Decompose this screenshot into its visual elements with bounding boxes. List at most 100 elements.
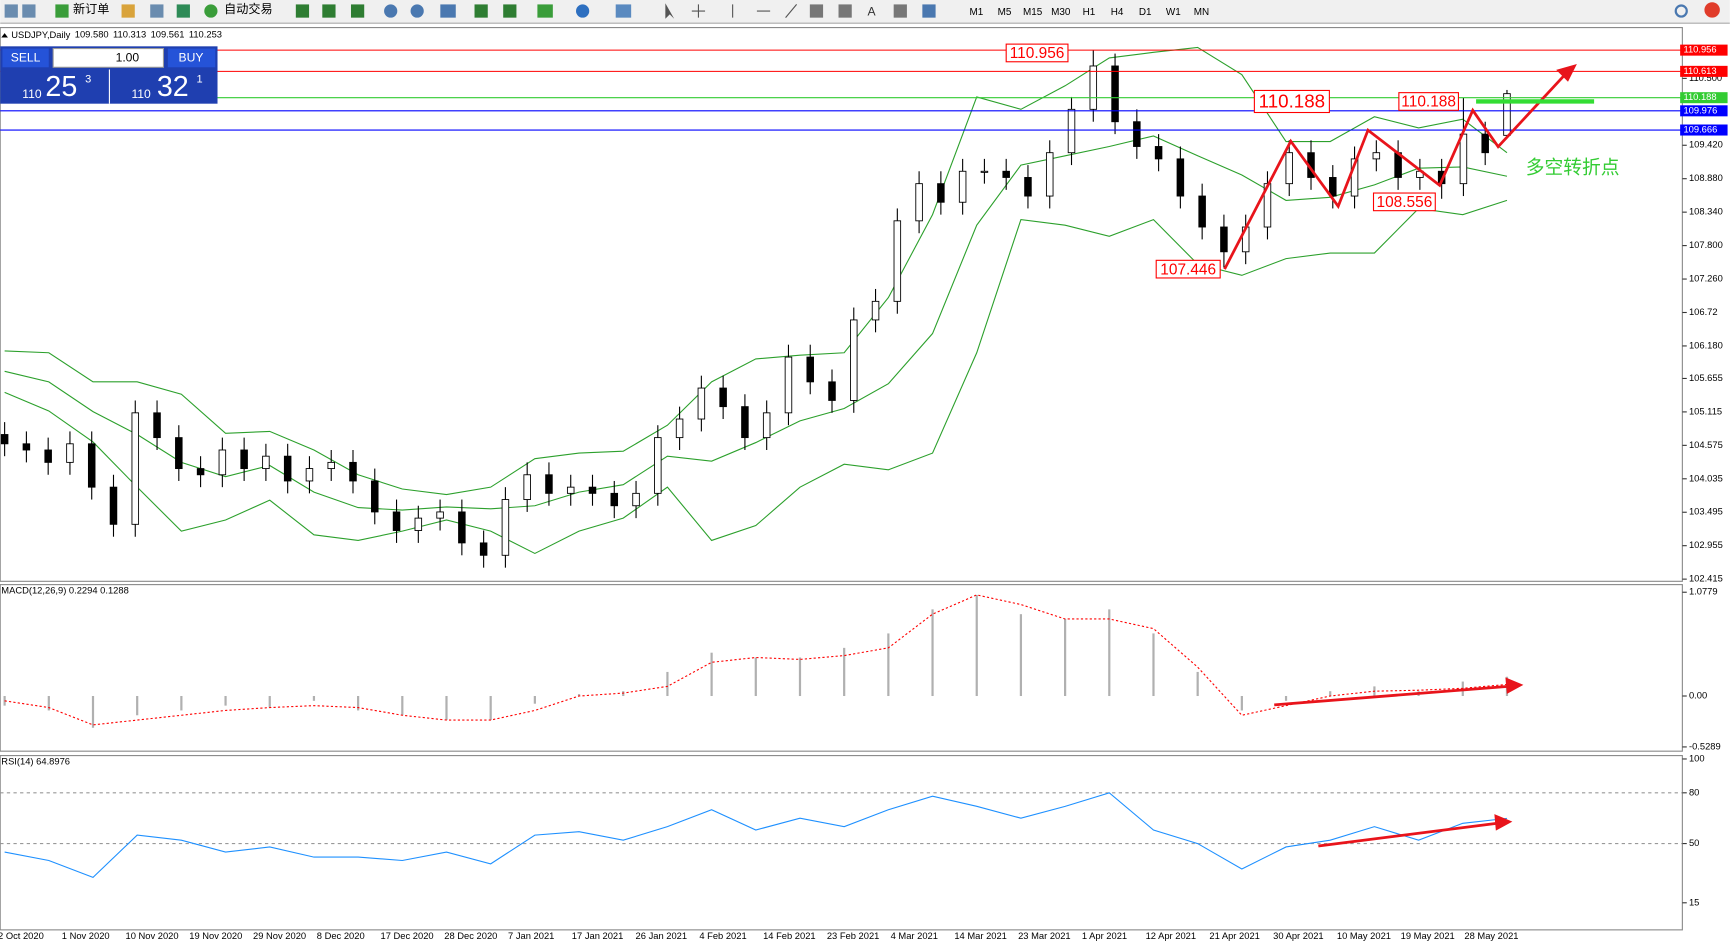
icon[interactable] xyxy=(809,4,824,18)
candle-body xyxy=(1459,133,1468,185)
annotation: 多空转折点 xyxy=(1526,157,1620,178)
lot-value[interactable]: 1.00 xyxy=(116,51,140,65)
macd-bar xyxy=(533,696,536,704)
icon[interactable] xyxy=(350,4,365,18)
y-tick-label: 80 xyxy=(1689,787,1699,797)
candle-body xyxy=(784,356,793,414)
timeframe-button[interactable]: H4 xyxy=(1111,7,1124,18)
icon[interactable] xyxy=(893,4,907,18)
candle-body xyxy=(305,468,314,482)
lot-input[interactable] xyxy=(52,47,165,68)
icon[interactable] xyxy=(22,4,36,18)
sell-label[interactable]: SELL xyxy=(11,51,41,65)
icon[interactable] xyxy=(922,4,936,18)
y-tick-label: 105.655 xyxy=(1689,373,1723,383)
icon[interactable] xyxy=(537,4,553,18)
icon[interactable] xyxy=(204,4,218,18)
icon[interactable] xyxy=(440,4,456,18)
candle-body xyxy=(1176,158,1185,197)
macd-bar xyxy=(401,696,404,716)
pane-title: USDJPY,Daily 109.580 110.313 109.561 110.253 xyxy=(11,30,222,40)
arrow-head xyxy=(1505,677,1524,694)
price-level-box xyxy=(1680,124,1728,136)
x-tick-label: 1 Nov 2020 xyxy=(62,931,110,941)
icon[interactable] xyxy=(121,4,135,18)
icon[interactable] xyxy=(732,4,798,19)
y-tick-label: 107.260 xyxy=(1689,274,1723,284)
search-icon[interactable] xyxy=(1674,4,1688,18)
icon[interactable] xyxy=(474,4,488,18)
icon[interactable] xyxy=(4,4,18,18)
icon[interactable] xyxy=(176,4,190,18)
timeframe-button[interactable]: M30 xyxy=(1051,7,1071,18)
timeframe-button[interactable]: M15 xyxy=(1023,7,1043,18)
x-tick-label: 17 Dec 2020 xyxy=(381,931,434,941)
icon[interactable] xyxy=(295,4,310,18)
y-tick-label: 107.800 xyxy=(1689,240,1723,250)
candle-body xyxy=(1133,121,1141,147)
sell-button[interactable] xyxy=(2,48,49,68)
icon[interactable] xyxy=(55,4,69,18)
timeframe-button[interactable]: D1 xyxy=(1139,7,1152,18)
timeframe-button[interactable]: H1 xyxy=(1083,7,1096,18)
candle-body xyxy=(479,542,488,556)
icon[interactable] xyxy=(410,4,424,18)
candle-body xyxy=(893,220,902,302)
bollinger-middle xyxy=(4,135,1508,511)
timeframe-button[interactable]: MN xyxy=(1194,7,1209,18)
timeframe-button[interactable]: M5 xyxy=(998,7,1012,18)
rsi-line xyxy=(4,792,1508,879)
macd-bar xyxy=(91,696,95,728)
candle-body xyxy=(327,461,335,470)
candle-body xyxy=(566,486,575,494)
candle-body xyxy=(175,437,183,470)
icon[interactable] xyxy=(576,4,590,18)
icon[interactable] xyxy=(322,4,336,18)
x-tick-label: 23 Feb 2021 xyxy=(827,931,880,941)
ohlc-value: 110.253 xyxy=(189,30,222,40)
icon[interactable] xyxy=(615,4,632,18)
icon[interactable] xyxy=(150,4,164,18)
x-tick-label: 4 Feb 2021 xyxy=(699,931,746,941)
buy-price-pips: 32 xyxy=(157,71,189,103)
macd-bar xyxy=(1152,633,1155,697)
y-tick-label: 15 xyxy=(1689,897,1699,907)
arrow-head xyxy=(1556,63,1577,82)
notification-icon[interactable] xyxy=(1704,2,1720,18)
candle-body xyxy=(1329,177,1337,197)
candle-body xyxy=(458,511,466,544)
candle-body xyxy=(762,412,771,439)
title-marker xyxy=(1,33,8,38)
icon[interactable] xyxy=(691,4,706,18)
timeframe-button[interactable]: W1 xyxy=(1166,7,1181,18)
candle-body xyxy=(22,443,31,451)
icon[interactable] xyxy=(838,4,852,18)
timeframe-bar: M1 M5 M15 M30 H1 H4 D1 W1 MN xyxy=(970,7,1210,18)
macd-bar xyxy=(136,696,139,716)
bollinger-lower xyxy=(4,199,1508,555)
macd-bar xyxy=(268,696,271,708)
icon[interactable] xyxy=(503,4,517,18)
candle-body xyxy=(937,183,945,203)
ohlc-value: 109.580 xyxy=(75,30,109,40)
icon[interactable] xyxy=(665,3,675,19)
new-order-button[interactable]: 新订单 xyxy=(73,1,109,16)
candle-body xyxy=(1089,65,1098,110)
candle-body xyxy=(1372,152,1381,160)
candle-body xyxy=(240,449,248,470)
macd-trend-arrow xyxy=(1274,684,1512,707)
buy-label[interactable]: BUY xyxy=(179,51,204,65)
candle-body xyxy=(414,517,423,531)
macd-bar xyxy=(843,647,846,697)
icon[interactable]: A xyxy=(868,4,877,18)
buy-button[interactable] xyxy=(167,48,216,68)
macd-bar xyxy=(710,652,713,697)
candle-body xyxy=(654,437,662,494)
auto-trading-button[interactable]: 自动交易 xyxy=(224,1,273,16)
icon[interactable] xyxy=(384,4,398,18)
timeframe-button[interactable]: M1 xyxy=(970,7,984,18)
y-tick-label: -0.5289 xyxy=(1689,741,1721,751)
candle-body xyxy=(719,387,727,408)
x-tick-label: 4 Mar 2021 xyxy=(891,931,938,941)
price-level-box xyxy=(1680,65,1728,77)
